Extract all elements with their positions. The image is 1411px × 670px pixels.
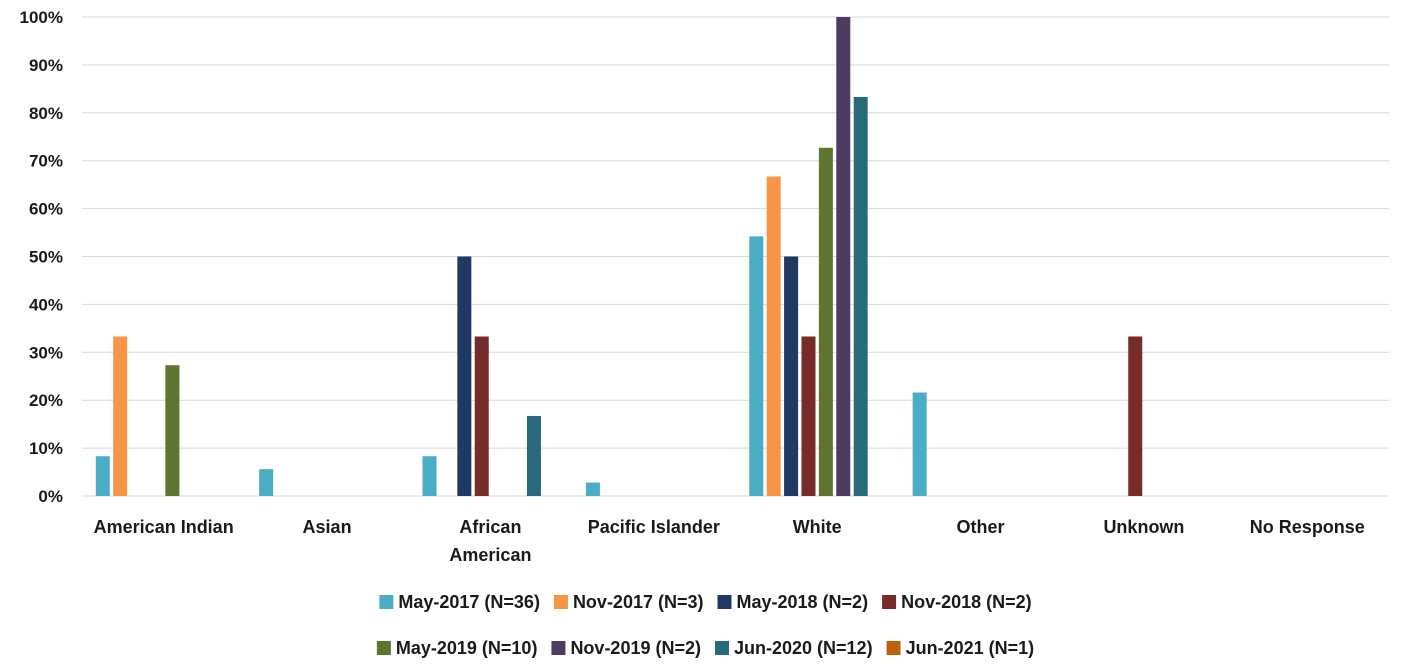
bar [801, 336, 816, 496]
y-tick-label: 0% [38, 487, 63, 506]
y-tick-label: 30% [29, 343, 63, 362]
y-tick-label: 10% [29, 439, 63, 458]
x-category-label: African [459, 517, 521, 537]
bar [526, 416, 541, 496]
legend-swatch [717, 595, 732, 609]
gridlines [82, 16, 1389, 497]
x-category-label: American Indian [94, 517, 234, 537]
x-category-label: American [449, 545, 531, 565]
bar [912, 392, 927, 496]
y-tick-label: 60% [29, 200, 63, 219]
legend: May-2017 (N=36) Nov-2017 (N=3) May-2018 (N… [376, 592, 1035, 658]
bar [836, 17, 851, 496]
bar [474, 336, 489, 496]
y-tick-label: 80% [29, 104, 63, 123]
bar [585, 482, 600, 496]
legend-label: Jun-2020 (N=12) [734, 638, 873, 658]
y-tick-label: 40% [29, 295, 63, 314]
legend-swatch [715, 641, 730, 655]
x-category-label: Asian [303, 517, 352, 537]
legend-swatch [882, 595, 897, 609]
legend-label: Nov-2018 (N=2) [901, 592, 1032, 612]
y-tick-label: 90% [29, 56, 63, 75]
legend-label: May-2018 (N=2) [737, 592, 869, 612]
x-category-label: Pacific Islander [588, 517, 720, 537]
bar [259, 469, 274, 496]
legend-label: May-2019 (N=10) [396, 638, 538, 658]
bar [457, 256, 472, 496]
y-tick-label: 70% [29, 152, 63, 171]
y-tick-label: 100% [20, 8, 63, 27]
y-axis-ticks: 0% 10% 20% 30% 40% 50% 60% 70% 80% 90% 100% [20, 8, 63, 506]
bar [749, 236, 764, 496]
bars [95, 17, 1143, 497]
legend-label: May-2017 (N=36) [398, 592, 540, 612]
y-tick-label: 50% [29, 248, 63, 267]
bar [853, 96, 868, 497]
bar [784, 256, 799, 496]
legend-swatch [551, 641, 566, 655]
legend-row: May-2019 (N=10) Nov-2019 (N=2) Jun-2020 (N… [376, 638, 1035, 658]
legend-label: Jun-2021 (N=1) [906, 638, 1035, 658]
bar [1128, 336, 1143, 496]
legend-swatch [376, 641, 391, 655]
bar [422, 456, 437, 496]
x-category-label: Unknown [1103, 517, 1184, 537]
bar [95, 456, 110, 496]
bar [113, 336, 128, 496]
bar [165, 365, 180, 496]
bar [766, 176, 781, 496]
x-category-label: White [793, 517, 842, 537]
legend-label: Nov-2017 (N=3) [573, 592, 704, 612]
x-category-label: No Response [1250, 517, 1365, 537]
legend-swatch [553, 595, 568, 609]
x-axis-categories: American Indian Asian African American Pacif… [94, 517, 1365, 565]
legend-label: Nov-2019 (N=2) [570, 638, 701, 658]
legend-swatch [886, 641, 901, 655]
legend-row: May-2017 (N=36) Nov-2017 (N=3) May-2018 (N… [379, 592, 1032, 612]
y-tick-label: 20% [29, 391, 63, 410]
bar [818, 147, 833, 496]
x-category-label: Other [957, 517, 1005, 537]
legend-swatch [379, 595, 394, 609]
